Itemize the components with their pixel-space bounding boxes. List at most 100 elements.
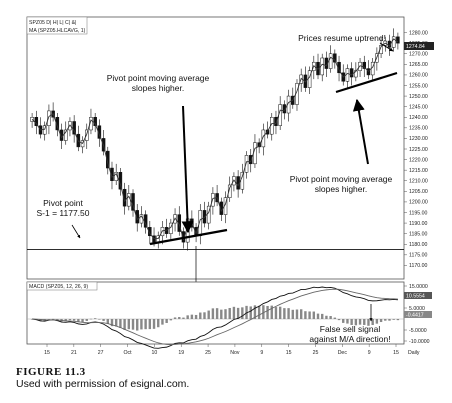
macd-histogram-bar [232,306,236,319]
macd-histogram [30,305,400,331]
header-box [26,16,88,35]
pivot-label-arrow [71,224,81,239]
macd-histogram-bar [81,319,84,323]
x-tick-label: 15 [393,350,399,356]
x-tick-label: 15 [44,350,50,356]
annotation-arrow-top [379,42,394,52]
macd-histogram-bar [85,319,88,321]
price-panel-frame [26,16,405,280]
macd-header: MACD (SPZ05, 12, 26, 9) [26,281,98,291]
annotation-ma-slope-left-line1: Pivot point moving average [107,73,210,83]
price-y-tick-label: 1200.00 [409,200,428,206]
candle-body [148,227,152,237]
macd-y-tick-label: 15.0000 [409,284,428,290]
candle-body [274,117,278,126]
price-y-tick-label: 1225.00 [409,147,428,153]
macd-histogram-bar [114,319,118,327]
candle-body [63,129,68,141]
price-y-tick-label: 1185.00 [409,231,427,237]
macd-histogram-bar [178,317,181,319]
macd-histogram-bar [165,319,168,323]
macd-histogram-bar [363,319,366,325]
x-tick-label: 25 [313,350,319,356]
macd-histogram-bar [291,309,294,319]
x-tick-label: 21 [71,350,77,356]
macd-histogram-bar [93,318,97,319]
x-tick-label: Nov [230,350,240,356]
macd-histogram-bar [266,305,269,319]
macd-histogram-bar [148,319,152,330]
candle-body [328,53,333,69]
macd-histogram-bar [152,319,156,329]
macd-histogram-bar [161,319,164,325]
macd-histogram-bar [346,319,349,324]
macd-histogram-bar [140,319,143,330]
candle-body [261,129,266,148]
candle-body [93,117,97,126]
last-price-label: 1274.84 [406,44,425,50]
price-y-tick-label: 1255.00 [409,83,428,89]
figure-number: FIGURE 11.3 [16,366,86,378]
macd-histogram-bar [228,307,231,319]
macd-histogram-bar [173,317,177,319]
macd-histogram-bar [186,315,189,319]
macd-histogram-bar [47,319,51,320]
macd-histogram-bar [392,319,395,320]
price-y-tick-label: 1260.00 [409,73,428,79]
macd-histogram-bar [321,313,324,319]
macd-histogram-bar [72,319,76,321]
macd-header-text: MACD (SPZ05, 12, 26, 9) [29,284,88,290]
macd-histogram-bar [157,319,160,328]
macd-y-axis: 15.0000 5.0000 -5.0000 -10.0000 [404,284,430,345]
x-tick-label: Dec [338,350,348,356]
macd-histogram-bar [236,307,240,319]
price-y-tick-label: 1195.00 [409,210,427,216]
macd-histogram-bar [253,305,257,319]
macd-histogram-bar [106,319,109,324]
macd-histogram-bar [384,319,387,321]
candle-body [106,150,110,169]
macd-histogram-bar [283,308,286,319]
macd-histogram-bar [396,319,400,321]
annotation-ma-slope-right-line1: Pivot point moving average [290,174,393,184]
macd-value-boxes: 10.5554 -0.4417 [404,292,432,319]
x-tick-label: 15 [286,350,292,356]
macd-histogram-bar [123,319,126,330]
macd-annotation-line2: against M/A direction! [309,334,390,344]
last-price-bg [404,42,434,50]
macd-histogram-bar [194,314,198,319]
x-tick-label: 25 [205,350,211,356]
candle-body [47,110,51,126]
macd-histogram-bar [77,319,80,323]
candle-body [122,188,127,207]
candle-body [320,57,324,76]
price-header: SPZ05 D| H| L| C| &| MA (SPZ05.HLCAVG, 1… [26,16,88,35]
macd-histogram-bar [102,319,105,321]
candle-body [265,129,270,135]
macd-histogram-bar [51,318,55,320]
macd-histogram-bar [367,319,370,326]
macd-histogram-bar [316,313,320,319]
candle-body [202,210,207,224]
macd-histogram-bar [190,314,194,319]
macd-histogram-bar [119,319,122,328]
x-tick-label: 27 [98,350,104,356]
candle-body [110,167,114,182]
macd-histogram-bar [342,319,345,323]
macd-histogram-bar [299,309,303,319]
macd-histogram-bar [131,319,135,330]
macd-y-tick-label: 5.0000 [409,306,425,312]
annotation-arrow-right [352,98,369,165]
figure-credit: Used with permission of esignal.com. [16,378,190,390]
candle-body [333,53,337,63]
macd-histogram-bar [350,319,353,325]
macd-histogram-bar [220,309,223,319]
price-y-tick-label: 1215.00 [409,168,428,174]
trend-line-right [335,71,398,94]
macd-histogram-bar [329,316,332,319]
macd-histogram-bar [136,319,139,331]
pivot-moving-average-line [31,38,399,241]
annotation-uptrend: Prices resume uptrend! [298,33,386,43]
macd-histogram-bar [304,311,307,319]
